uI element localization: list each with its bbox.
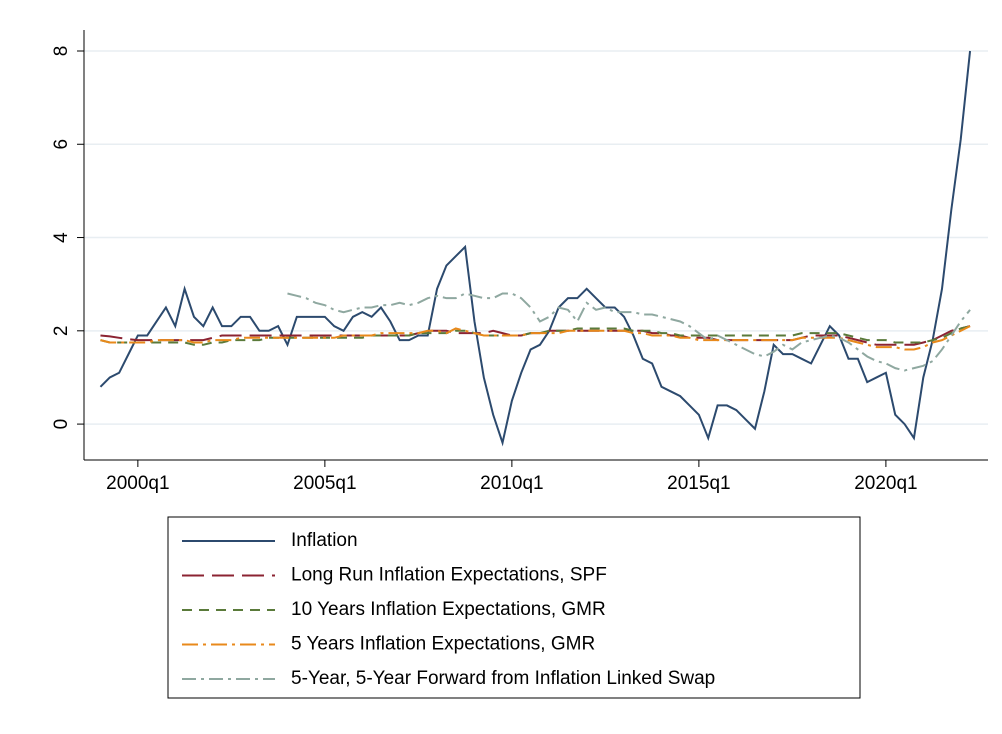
legend-label: 5-Year, 5-Year Forward from Inflation Li… <box>291 668 715 689</box>
x-tick-label: 2000q1 <box>106 473 169 494</box>
y-tick-label: 2 <box>51 326 72 337</box>
y-tick-label: 8 <box>51 46 72 57</box>
legend-label: Long Run Inflation Expectations, SPF <box>291 565 607 586</box>
x-tick-label: 2020q1 <box>854 473 917 494</box>
legend-label: 5 Years Inflation Expectations, GMR <box>291 634 595 655</box>
y-tick-label: 4 <box>51 232 72 243</box>
series-line <box>287 292 971 372</box>
legend-label: 10 Years Inflation Expectations, GMR <box>291 599 606 620</box>
x-tick-label: 2015q1 <box>667 473 730 494</box>
y-tick-label: 6 <box>51 139 72 150</box>
series-line <box>100 325 971 351</box>
legend-label: Inflation <box>291 530 358 551</box>
legend-box <box>167 516 861 699</box>
x-tick-label: 2005q1 <box>293 473 356 494</box>
y-tick-label: 0 <box>51 419 72 430</box>
x-tick-label: 2010q1 <box>480 473 543 494</box>
